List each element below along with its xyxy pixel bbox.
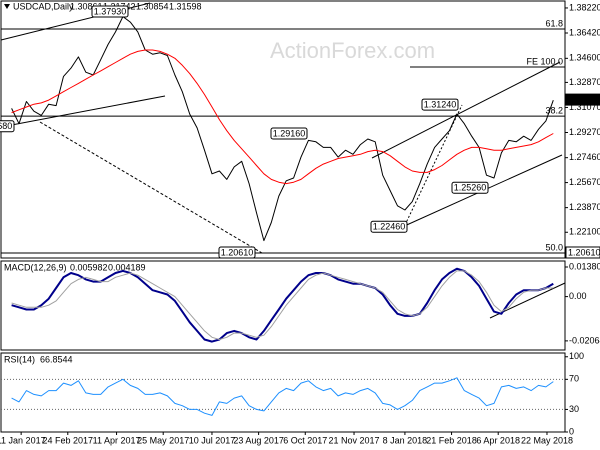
price-annotation-label: 1.37930	[94, 6, 127, 16]
series-line	[11, 16, 554, 242]
y-tick-label: 1.29270	[569, 127, 600, 137]
price-annotation-label: 1.20610	[221, 247, 254, 257]
header-symbol: USDCAD,Daily	[13, 1, 74, 11]
price-annotation-label: 1.25260	[454, 183, 487, 193]
y-tick-label: 1.34600	[569, 53, 600, 63]
header-low: 1.30854	[136, 1, 169, 11]
y-tick-label: 1.25670	[569, 177, 600, 187]
x-tick-label: 6 Oct 2017	[283, 435, 327, 445]
x-tick-label: 21 Nov 2017	[329, 435, 380, 445]
price-annotation	[0, 120, 15, 133]
y-tick-label: 1.32870	[569, 77, 600, 87]
rsi-value: 66.8544	[40, 354, 73, 364]
x-tick-label: 6 Apr 2018	[476, 435, 520, 445]
price-annotation	[421, 98, 459, 111]
price-tag-label: 1.20610	[568, 247, 600, 257]
macd-panel	[0, 260, 566, 351]
macd-signal-value: 0.004189	[108, 262, 146, 272]
price-annotation-label: 1.31240	[424, 99, 457, 109]
fib-label: FE 100.0	[526, 56, 563, 66]
y-tick-label: 100	[569, 351, 584, 361]
trend-line	[0, 95, 166, 128]
x-tick-label: 11 Jan 2017	[0, 435, 46, 445]
x-tick-label: 11 Apr 2017	[93, 435, 141, 445]
series-line	[11, 49, 554, 185]
price-annotation	[370, 220, 408, 233]
trend-line	[39, 121, 263, 254]
price-annotation	[451, 181, 489, 194]
rsi-title: RSI(14)	[4, 354, 35, 364]
price-annotation	[270, 127, 308, 140]
x-tick-label: 22 May 2018	[521, 435, 573, 445]
y-tick-label: 1.38220	[569, 2, 600, 12]
price-tag	[565, 246, 600, 259]
header-icon	[4, 4, 10, 9]
x-tick-label: 8 Jan 2018	[383, 435, 428, 445]
rsi-panel	[0, 352, 566, 433]
y-tick-label: 0.013802	[569, 261, 600, 271]
y-tick-label: 1.23870	[569, 202, 600, 212]
x-tick-label: 24 Feb 2017	[43, 435, 94, 445]
price-tag	[565, 93, 600, 106]
price-annotation	[218, 246, 256, 259]
header-close: 1.31598	[169, 1, 202, 11]
price-annotation-label: 1.29160	[273, 128, 306, 138]
y-tick-label: 0	[569, 426, 574, 436]
x-tick-label: 25 May 2017	[137, 435, 189, 445]
price-tag-label: 1.31598	[568, 94, 600, 104]
price-annotation-label: 1.29680	[0, 121, 12, 131]
y-tick-label: 30	[569, 404, 579, 414]
watermark: ActionForex.com	[270, 38, 435, 63]
macd-title: MACD(12,26,9)	[4, 262, 67, 272]
y-tick-label: 1.22100	[569, 227, 600, 237]
fib-label: 50.0	[545, 242, 563, 252]
macd-value: 0.005982	[70, 262, 108, 272]
y-tick-label: 1.27460	[569, 152, 600, 162]
y-tick-label: 1.31070	[569, 102, 600, 112]
x-tick-label: 23 Aug 2017	[233, 435, 284, 445]
header-open: 1.30861	[70, 1, 103, 11]
fib-label: 61.8	[545, 18, 563, 28]
fib-label: 38.2	[545, 105, 563, 115]
trend-line	[371, 61, 561, 159]
x-tick-label: 21 Feb 2018	[426, 435, 477, 445]
price-annotation-label: 1.22460	[373, 222, 406, 232]
y-tick-label: -0.020648	[569, 335, 600, 345]
y-tick-label: 70	[569, 374, 579, 384]
series-line	[11, 377, 554, 416]
y-tick-label: 1.36420	[569, 27, 600, 37]
series-line	[11, 270, 554, 340]
price-annotation	[91, 5, 129, 18]
y-tick-label: 0.00	[569, 291, 587, 301]
x-tick-label: 10 Jul 2017	[189, 435, 236, 445]
